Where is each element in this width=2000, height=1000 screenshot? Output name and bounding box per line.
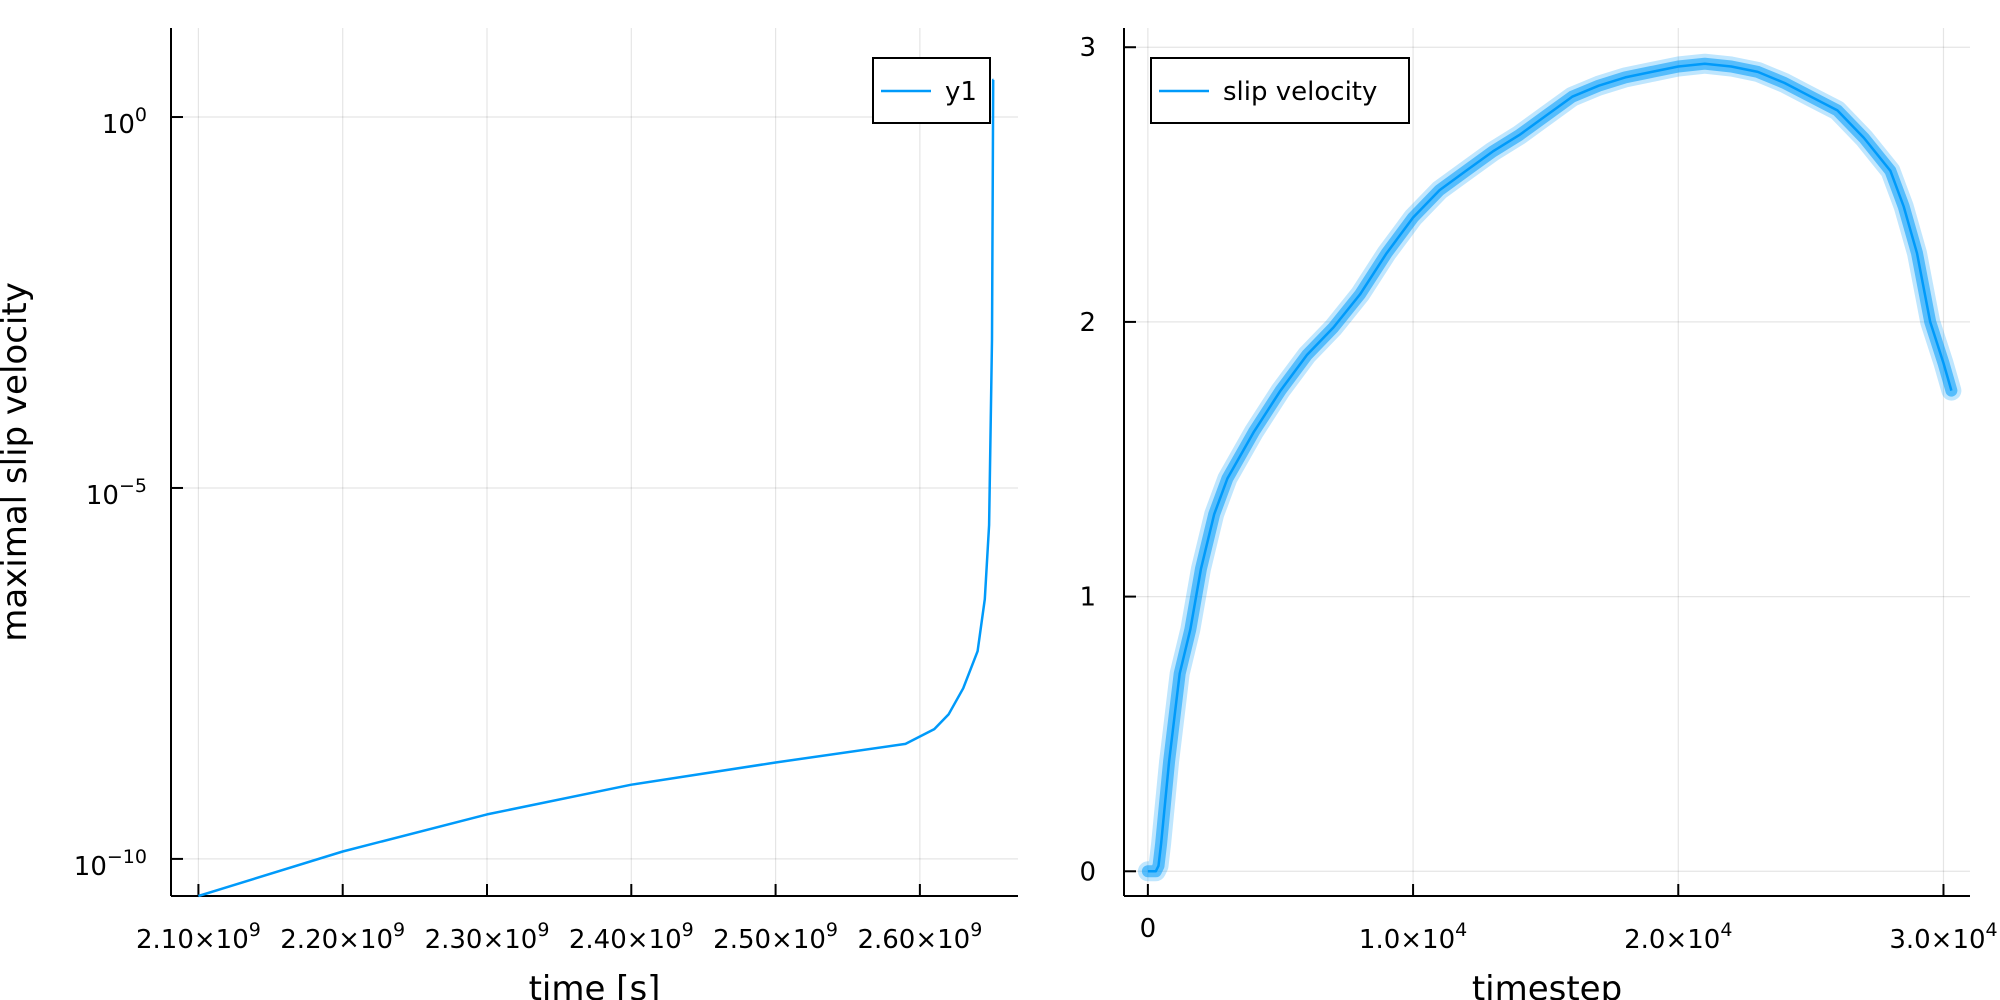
y-tick-label: 3	[1079, 33, 1096, 63]
x-tick-label: 2.20×109	[280, 919, 405, 955]
y-tick-label: 100	[102, 104, 147, 140]
left-plot: 2.10×109 2.20×109 2.30×109 2.40×109 2.50×109…	[0, 28, 1018, 1000]
x-tick-label: 1.0×104	[1359, 919, 1467, 955]
legend-entry: y1	[945, 77, 977, 107]
x-tick-label: 2.0×104	[1624, 919, 1732, 955]
right-plot: 0 1.0×104 2.0×104 3.0×104 0 1 2 3 timestep slip v…	[1079, 28, 1998, 1000]
y-tick-label: 10−10	[74, 846, 147, 882]
series-band-core	[1141, 57, 1958, 878]
y-tick-label: 10−5	[86, 475, 147, 511]
x-tick-label: 2.30×109	[425, 919, 550, 955]
x-tick-label: 2.10×109	[136, 919, 261, 955]
y-tick-label: 2	[1079, 308, 1096, 338]
x-axis-label: time [s]	[529, 969, 661, 1000]
x-tick-label: 2.60×109	[857, 919, 982, 955]
series-line-y1	[198, 78, 995, 898]
x-tick-label: 2.40×109	[569, 919, 694, 955]
x-tick-label: 2.50×109	[713, 919, 838, 955]
series-band	[1137, 53, 1962, 882]
legend-entry: slip velocity	[1223, 77, 1377, 107]
x-tick-label: 0	[1140, 914, 1157, 944]
x-axis-label: timestep	[1472, 969, 1622, 1000]
series-line-slip-velocity	[1147, 62, 1953, 873]
y-axis-label: maximal slip velocity	[0, 282, 35, 642]
x-tick-label: 3.0×104	[1889, 919, 1997, 955]
y-tick-label: 1	[1079, 583, 1096, 613]
y-tick-label: 0	[1079, 857, 1096, 887]
